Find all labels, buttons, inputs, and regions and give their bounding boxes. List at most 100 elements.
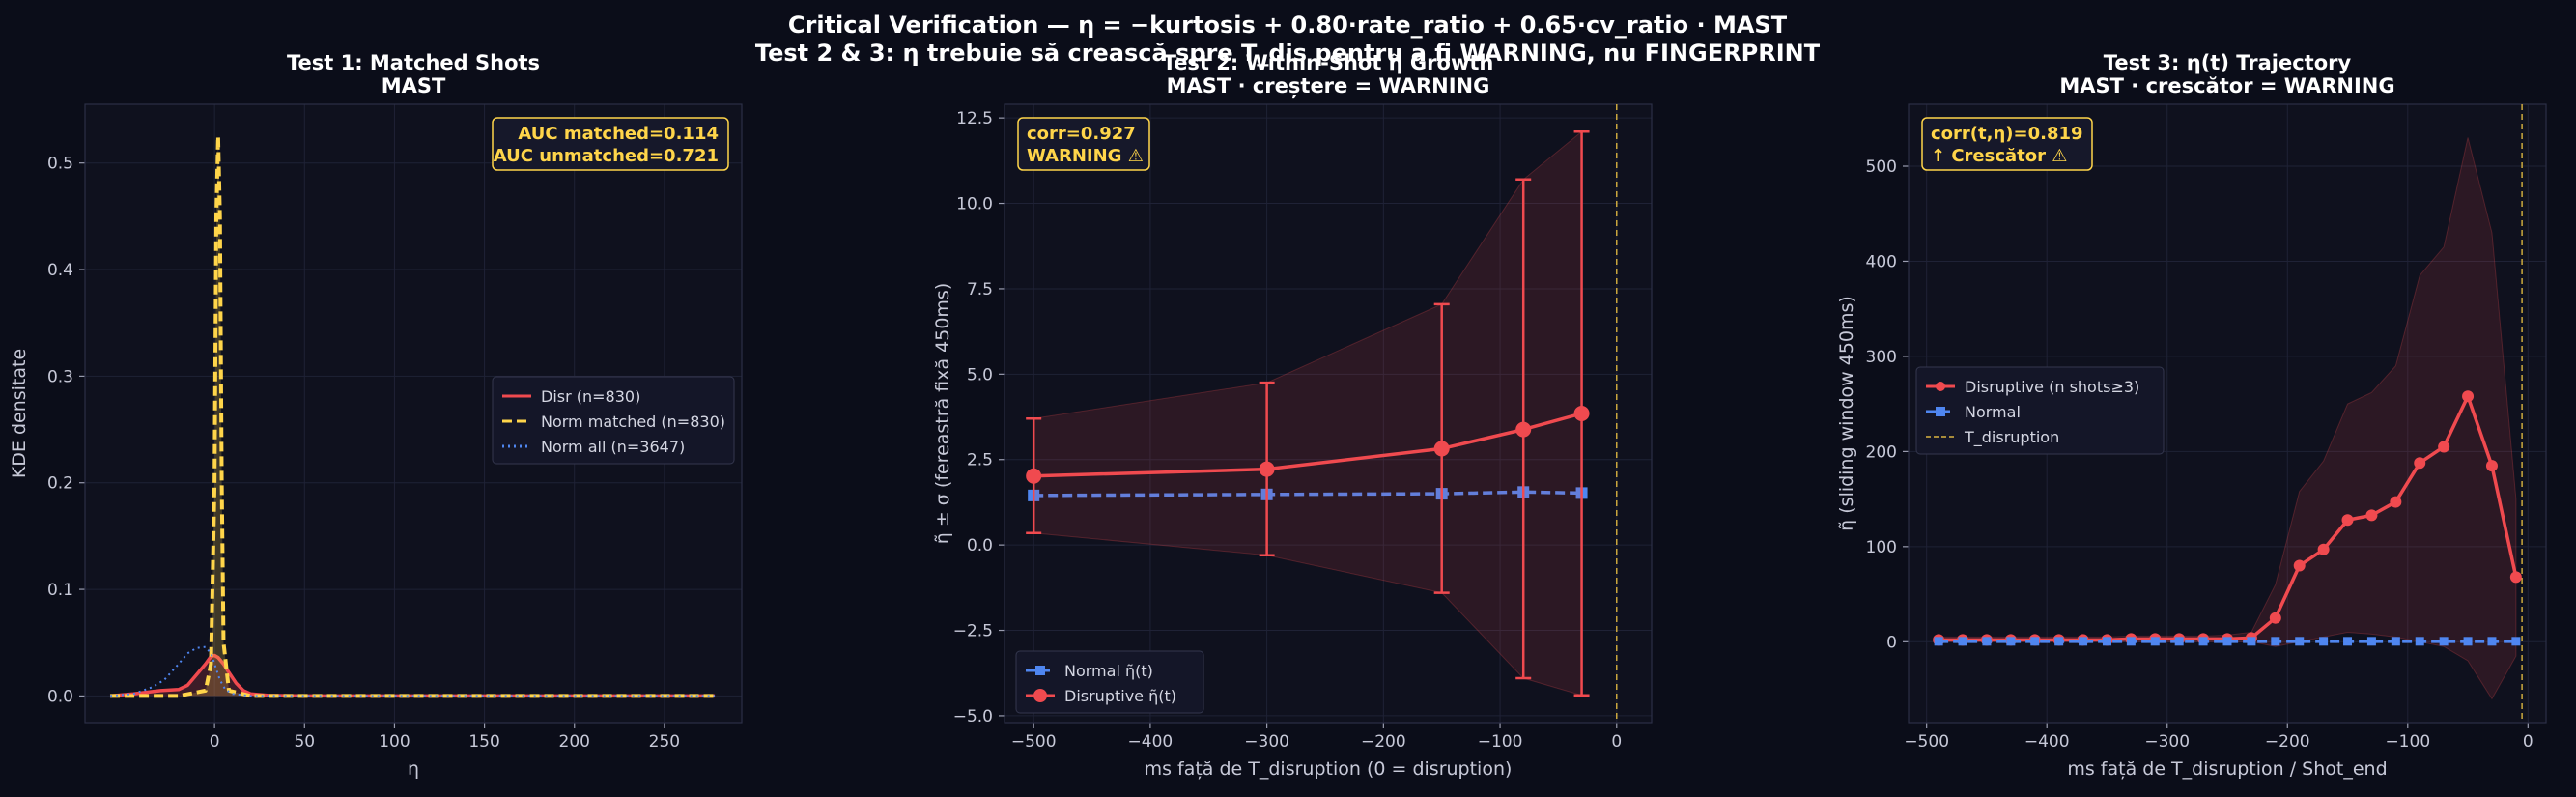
y-tick-label: 300 [1866, 348, 1897, 367]
x-tick-label: −400 [1128, 732, 1174, 752]
data-point [2365, 509, 2378, 522]
y-tick-label: 5.0 [967, 365, 993, 384]
y-tick-label: 7.5 [967, 280, 993, 299]
data-point [1433, 441, 1450, 457]
annotation-frame [1017, 117, 1150, 171]
plot-area [1026, 104, 1618, 723]
annotation-line-2: WARNING ⚠ [1027, 146, 1144, 166]
data-point [2509, 571, 2522, 584]
y-tick-label: 12.5 [956, 109, 993, 128]
data-point [2341, 514, 2354, 527]
y-tick-label: 0.5 [47, 155, 73, 174]
data-point [2222, 637, 2232, 646]
y-tick-label: 200 [1866, 442, 1897, 462]
legend: Disruptive (n shots≥3) Normal T_disruption [1915, 366, 2165, 455]
plot-area [1933, 104, 2523, 723]
data-point [1259, 461, 1275, 477]
data-point [2366, 637, 2376, 646]
data-point [2438, 441, 2450, 453]
data-point [2079, 637, 2088, 646]
legend-label: Disr (n=830) [541, 387, 640, 406]
plot-area [109, 134, 716, 698]
chart-title-line-2: MAST · creștere = WARNING [1167, 74, 1490, 98]
y-tick-label: −2.5 [953, 622, 993, 641]
x-tick-label: 0 [1611, 732, 1622, 752]
data-point [2485, 460, 2498, 472]
data-point [2414, 457, 2426, 470]
y-axis-label: KDE densitate [9, 349, 30, 478]
data-point [2511, 637, 2521, 646]
x-tick-label: −300 [1244, 732, 1289, 752]
x-tick-label: −100 [1478, 732, 1523, 752]
y-tick-label: 0.2 [47, 474, 73, 494]
y-tick-label: 0.0 [967, 536, 993, 555]
y-tick-label: 10.0 [956, 195, 993, 214]
annotation-line-2: ↑ Crescător ⚠ [1931, 146, 2067, 166]
legend-label: T_disruption [1964, 428, 2059, 447]
annotation-line-1: AUC matched=0.114 [518, 124, 719, 144]
y-tick-label: 400 [1866, 252, 1897, 271]
data-point [2174, 637, 2184, 646]
annotation-frame [492, 117, 729, 171]
x-tick-label: −300 [2144, 732, 2190, 752]
data-point [2150, 637, 2160, 646]
x-tick-label: −500 [1904, 732, 1949, 752]
x-tick-label: −100 [2385, 732, 2430, 752]
y-axis-label: η̃ ± σ (fereastră fixă 450ms) [932, 283, 953, 544]
x-tick-label: 0 [210, 732, 220, 752]
data-point [2462, 390, 2475, 403]
legend-marker [1035, 666, 1045, 675]
x-tick-label: −200 [2265, 732, 2310, 752]
chart-title-line-1: Test 2: Within-Shot η̃ Growth [1163, 51, 1494, 74]
series-line-2 [109, 645, 716, 697]
legend-frame [1915, 366, 2165, 455]
legend: Disr (n=830) Norm matched (n=830) Norm all… [492, 376, 735, 465]
x-tick-label: 250 [649, 732, 680, 752]
x-tick-label: −200 [1361, 732, 1406, 752]
chart-title-line-1: Test 1: Matched Shots [287, 51, 540, 74]
data-point [2391, 637, 2400, 646]
legend-label: Disruptive (n shots≥3) [1965, 378, 2139, 396]
annotation-box: corr(t,η)=0.819↑ Crescător ⚠ [1921, 117, 2093, 171]
x-tick-label: −500 [1011, 732, 1057, 752]
legend-frame [492, 376, 735, 465]
x-axis-label: η [408, 758, 419, 780]
x-tick-label: 150 [468, 732, 499, 752]
chart-title-line-2: MAST [382, 74, 446, 98]
data-point [2343, 637, 2353, 646]
y-tick-label: 0 [1886, 633, 1897, 652]
data-point [2439, 637, 2449, 646]
annotation-line-1: corr(t,η)=0.819 [1931, 124, 2083, 144]
data-point [2415, 637, 2424, 646]
chart-panel-test3: −500 −400 −300 −200 −100 0 0 100 200 300 400 500 Tes… [1836, 51, 2547, 780]
y-tick-label: 0.1 [47, 581, 73, 600]
legend-label: Disruptive η̃(t) [1064, 687, 1176, 705]
x-tick-label: 100 [379, 732, 410, 752]
data-point [2317, 543, 2330, 555]
data-point [2126, 637, 2136, 646]
legend: Normal η̃(t) Disruptive η̃(t) [1015, 650, 1204, 714]
data-point [2054, 637, 2064, 646]
data-point [2463, 637, 2473, 646]
axes-frame [1004, 103, 1653, 724]
y-tick-label: 0.3 [47, 367, 73, 386]
data-point [2293, 559, 2306, 572]
y-tick-label: 500 [1866, 157, 1897, 177]
y-tick-label: 100 [1866, 538, 1897, 557]
data-point [1026, 468, 1042, 484]
data-point [2247, 637, 2256, 646]
y-tick-label: 0.0 [47, 687, 73, 706]
suptitle-line-2: Test 2 & 3: η trebuie să crească spre T_… [755, 40, 1821, 67]
x-tick-label: 50 [294, 732, 315, 752]
suptitle-line-1: Critical Verification — η = −kurtosis + … [788, 12, 1788, 39]
data-point [2271, 637, 2280, 646]
x-axis-label: ms față de T_disruption (0 = disruption) [1145, 758, 1513, 780]
chart-title-line-1: Test 3: η(t) Trajectory [2104, 51, 2352, 74]
data-point [2319, 637, 2329, 646]
data-point [2102, 637, 2111, 646]
legend-marker [1033, 689, 1047, 702]
y-tick-label: −5.0 [953, 707, 993, 726]
x-axis-label: ms față de T_disruption / Shot_end [2067, 758, 2387, 780]
